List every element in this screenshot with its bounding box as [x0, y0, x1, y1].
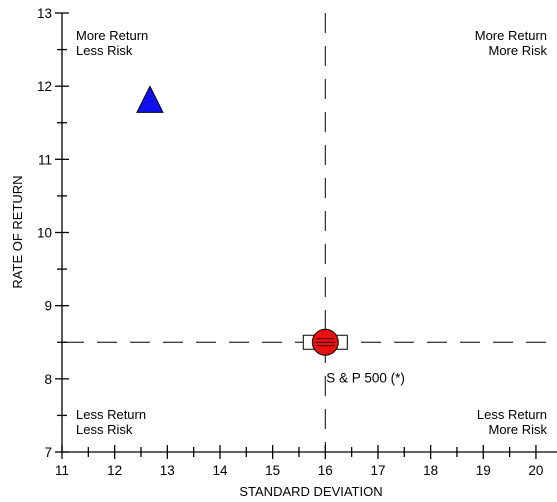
y-tick-label: 13: [37, 6, 52, 21]
quadrant-bottom-left-line1: Less Return: [76, 407, 146, 422]
x-tick-label: 12: [107, 463, 122, 478]
quadrant-top-left-line2: Less Risk: [76, 43, 133, 58]
reference-lines: [64, 13, 557, 450]
triangle-marker: [136, 85, 164, 113]
data-markers: S & P 500 (*): [136, 85, 405, 385]
quadrant-bottom-right-line2: More Risk: [488, 422, 547, 437]
y-tick-label: 8: [44, 372, 52, 387]
x-tick-label: 20: [528, 463, 543, 478]
y-tick-label: 7: [44, 445, 52, 460]
quadrant-labels: More Return Less Risk More Return More R…: [76, 28, 547, 437]
quadrant-bottom-right-line1: Less Return: [477, 407, 547, 422]
x-tick-label: 14: [212, 463, 228, 478]
x-tick-label: 17: [370, 463, 385, 478]
x-tick-label: 13: [160, 463, 175, 478]
y-tick-label: 11: [38, 152, 52, 167]
x-axis-label: STANDARD DEVIATION: [239, 484, 382, 499]
y-axis-label: RATE OF RETURN: [10, 175, 25, 288]
x-tick-label: 16: [318, 463, 333, 478]
x-tick-label: 19: [476, 463, 491, 478]
quadrant-top-right-line2: More Risk: [488, 43, 547, 58]
y-tick-label: 9: [44, 299, 52, 314]
x-tick-label: 18: [423, 463, 438, 478]
quadrant-top-left-line1: More Return: [76, 28, 148, 43]
x-tick-label: 11: [55, 463, 69, 478]
benchmark-point-label: S & P 500 (*): [326, 370, 405, 385]
quadrant-top-right-line1: More Return: [475, 28, 547, 43]
x-tick-label: 15: [265, 463, 280, 478]
y-tick-label: 10: [37, 226, 52, 241]
y-tick-label: 12: [37, 79, 52, 94]
quadrant-bottom-left-line2: Less Risk: [76, 422, 133, 437]
axes: 7 8 9 10 11 12 13 11 12 13 14 15 16 17 18 19 20: [37, 6, 557, 478]
